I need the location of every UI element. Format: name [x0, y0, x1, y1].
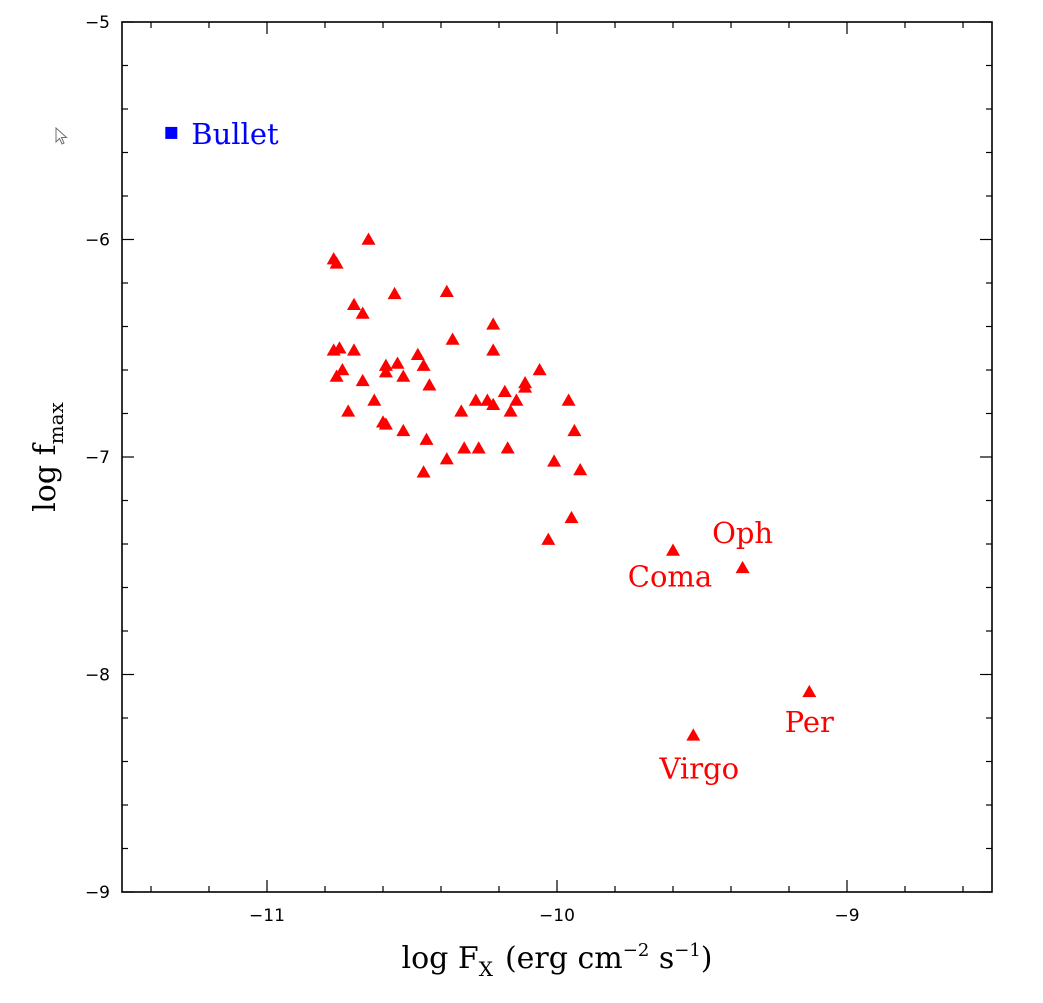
data-point-triangle	[497, 384, 512, 397]
annotation-coma: Coma	[628, 560, 712, 594]
y-tick-label: −9	[85, 883, 110, 903]
data-point-triangle	[347, 297, 361, 310]
data-point-triangle	[361, 232, 376, 245]
data-point-triangle	[329, 369, 344, 382]
data-point-triangle	[541, 532, 556, 545]
annotation-per: Per	[785, 705, 834, 739]
x-tick-label: −9	[834, 906, 859, 926]
data-point-triangle	[416, 465, 431, 478]
data-point-triangle	[341, 404, 356, 417]
data-point-triangle	[378, 365, 393, 378]
data-point-triangle	[561, 393, 576, 406]
data-point-triangle	[335, 363, 350, 376]
data-point-triangle	[567, 423, 582, 437]
data-point-triangle	[686, 728, 701, 741]
data-point-triangle	[735, 560, 750, 574]
annotation-bullet: Bullet	[191, 117, 279, 151]
data-point-triangle	[387, 286, 402, 300]
annotation-oph: Oph	[712, 516, 773, 550]
data-point-triangle	[378, 417, 393, 430]
y-tick-label: −8	[85, 666, 110, 686]
data-point-triangle	[564, 510, 579, 524]
data-point-triangle	[468, 393, 483, 406]
data-point-triangle	[573, 463, 588, 476]
data-point-triangle	[666, 543, 680, 556]
data-point-triangle	[419, 432, 434, 445]
data-point-triangle	[378, 358, 393, 371]
y-axis-label: log fmax	[28, 401, 68, 511]
data-point-triangle	[802, 684, 817, 698]
data-point-triangle	[396, 369, 411, 382]
data-point-triangle	[486, 343, 501, 356]
data-point-triangle	[396, 423, 411, 437]
x-tick-label: −10	[539, 906, 575, 926]
y-tick-label: −6	[85, 231, 110, 251]
data-point-triangle	[454, 404, 469, 417]
data-point-triangle	[367, 393, 382, 406]
y-tick-label: −7	[85, 448, 110, 468]
data-point-triangle	[347, 343, 361, 356]
data-point-triangle	[355, 373, 370, 387]
plot-frame	[121, 21, 993, 893]
mouse-cursor-icon	[55, 127, 68, 145]
tick-labels: −11 −10 −9 −9 −8 −7 −6 −5	[85, 13, 860, 926]
data-points	[165, 126, 817, 741]
x-axis-label: log FX (erg cm−2 s−1)	[401, 940, 712, 981]
data-point-triangle	[547, 454, 562, 467]
data-point-square	[165, 126, 178, 139]
data-point-triangle	[355, 306, 370, 319]
data-point-triangle	[332, 341, 347, 354]
data-point-triangle	[410, 347, 425, 361]
data-point-triangle	[509, 393, 524, 406]
data-point-triangle	[486, 317, 501, 330]
data-point-triangle	[439, 452, 454, 465]
data-point-triangle	[500, 441, 515, 454]
data-point-triangle	[503, 404, 518, 417]
data-point-triangle	[457, 441, 472, 454]
axis-ticks	[122, 21, 992, 893]
y-tick-label: −5	[85, 13, 110, 33]
data-point-triangle	[532, 363, 547, 376]
data-point-triangle	[329, 256, 344, 269]
data-point-triangle	[416, 358, 431, 371]
data-point-triangle	[439, 284, 454, 297]
data-point-triangle	[518, 380, 533, 393]
x-tick-label: −11	[249, 906, 285, 926]
data-point-triangle	[486, 397, 501, 411]
data-point-triangle	[390, 356, 405, 369]
data-point-triangle	[471, 441, 486, 454]
data-point-triangle	[422, 378, 437, 391]
data-point-triangle	[445, 332, 460, 345]
annotation-virgo: Virgo	[658, 751, 739, 785]
